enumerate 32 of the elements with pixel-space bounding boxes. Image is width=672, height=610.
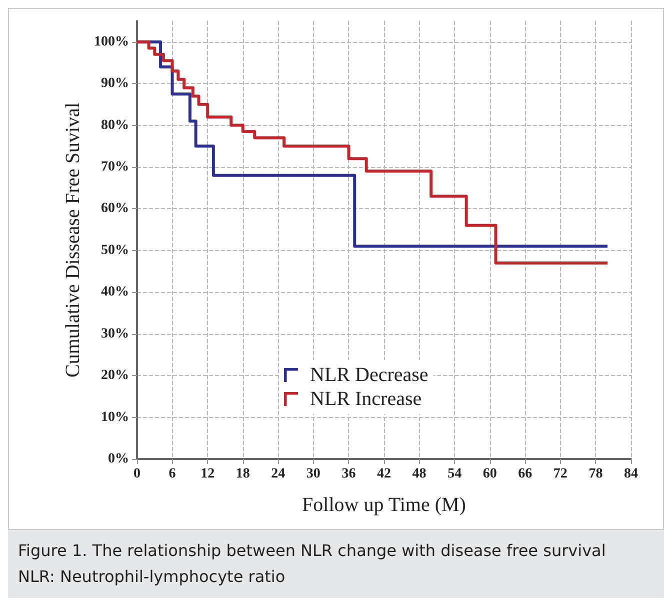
legend-label: NLR Decrease xyxy=(310,364,428,386)
y-tick-label: 30% xyxy=(101,326,129,342)
y-tick-label: 40% xyxy=(101,284,129,300)
y-tick-label: 50% xyxy=(101,242,129,258)
x-tick-label: 6 xyxy=(168,466,176,482)
x-tick-label: 60 xyxy=(482,466,497,482)
x-tick-label: 24 xyxy=(271,466,286,482)
x-tick-label: 48 xyxy=(412,466,426,482)
y-tick-label: 100% xyxy=(94,34,129,50)
y-axis-title: Cumulative Dissease Free Suvival xyxy=(62,102,84,378)
caption: Figure 1. The relationship between NLR change with disease free survival xyxy=(18,540,607,562)
x-tick-label: 30 xyxy=(306,466,320,482)
x-tick-label: 36 xyxy=(342,466,356,482)
text: NLR: Neutrophil-lymphocyte ratio xyxy=(18,566,286,588)
legend-label: NLR Increase xyxy=(310,388,422,410)
y-tick-label: 20% xyxy=(101,368,129,384)
x-tick-label: 54 xyxy=(448,466,462,482)
y-tick-label: 70% xyxy=(101,160,129,174)
y-tick-label: 90% xyxy=(101,76,129,92)
x-tick-label: 0 xyxy=(134,466,140,482)
x-tick-label: 12 xyxy=(200,466,215,482)
x-tick-label: 72 xyxy=(553,466,568,482)
y-tick-label: 10% xyxy=(101,410,129,425)
x-tick-label: 66 xyxy=(518,466,532,482)
x-axis-title: Follow up Time (M) xyxy=(302,494,466,516)
y-tick-label: 80% xyxy=(101,118,129,133)
x-tick-label: 18 xyxy=(236,466,250,482)
y-tick-label: 60% xyxy=(101,201,129,216)
x-tick-label: 42 xyxy=(377,466,391,482)
y-tick-label: 0% xyxy=(108,452,129,466)
x-tick-label: 84 xyxy=(624,466,638,482)
x-tick-label: 78 xyxy=(588,466,603,482)
